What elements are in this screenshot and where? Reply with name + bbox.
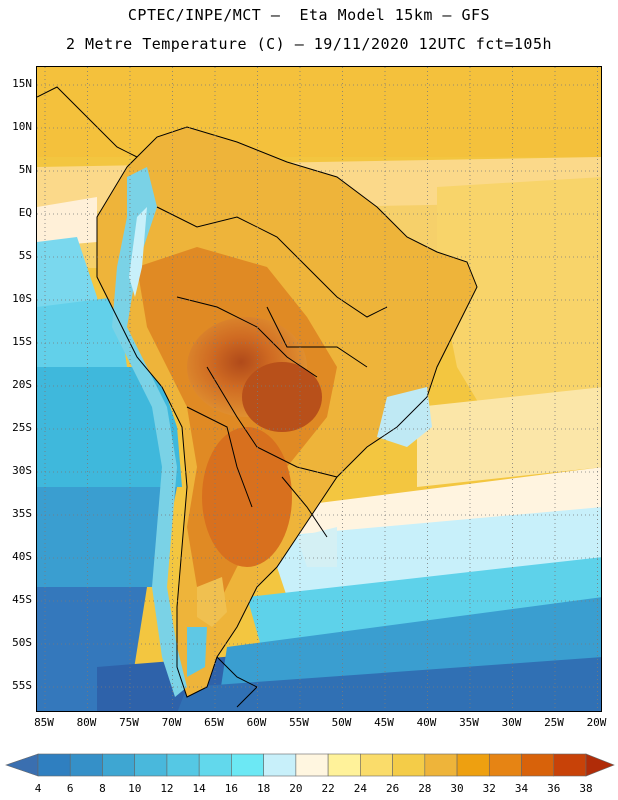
lon-label: 50W [331,716,352,729]
colorbar-swatch [553,753,587,777]
colorbar-label: 36 [547,782,561,795]
colorbar-swatch [521,753,555,777]
political-borders [37,86,478,708]
south-america-land [97,127,477,697]
colorbar-label: 14 [192,782,206,795]
colorbar-label: 22 [321,782,335,795]
lat-label: 35S [12,507,32,520]
colorbar [5,753,615,777]
colorbar-label: 32 [482,782,496,795]
colorbar-label: 16 [224,782,239,795]
colorbar-label: 8 [99,782,106,795]
lon-label: 55W [289,716,309,729]
lat-label: EQ [18,206,32,219]
lat-label: 15N [12,77,32,90]
map-title-line1: CPTEC/INPE/MCT – Eta Model 15km – GFS [127,6,491,24]
lat-label: 15S [12,335,32,348]
lat-label: 5S [18,249,32,262]
colorbar-swatch [360,753,393,777]
colorbar-right-arrow [585,753,615,777]
lon-label: 40W [416,716,437,729]
colorbar-swatch [392,753,426,777]
lon-label: 85W [34,716,54,729]
colorbar-label: 4 [34,782,42,795]
colorbar-label: 12 [160,782,174,795]
colorbar-label: 38 [579,782,593,795]
lat-label: 50S [12,636,32,649]
colorbar-swatch [198,753,232,777]
colorbar-label: 24 [353,782,367,795]
colorbar-label: 28 [418,782,432,795]
lon-label: 30W [501,716,522,729]
lat-label: 40S [12,550,32,563]
colorbar-label: 20 [289,782,303,795]
lon-label: 65W [204,716,224,729]
lon-label: 75W [119,716,139,729]
lon-label: 20W [586,716,607,729]
lat-label: 5N [18,163,32,176]
colorbar-swatch [102,753,136,777]
temperature-field [37,67,601,711]
lon-label: 80W [76,716,97,729]
lon-label: 45W [374,716,394,729]
lat-label: 55S [12,679,32,692]
lon-label: 60W [246,716,267,729]
lat-label: 25S [12,421,32,434]
lat-label: 30S [12,464,32,477]
lat-label: 10S [12,292,32,305]
colorbar-swatch [488,753,522,777]
colorbar-label: 6 [66,782,74,795]
colorbar-swatch [231,753,264,777]
colorbar-swatch [424,753,458,777]
colorbar-swatch [295,753,329,777]
colorbar-left-arrow [5,753,39,777]
lat-label: 20S [12,378,32,391]
colorbar-label: 10 [128,782,142,795]
lat-label: 10N [12,120,32,133]
colorbar-swatch [456,753,490,777]
colorbar-swatch [69,753,103,777]
temperature-map [36,66,602,712]
lon-label: 70W [161,716,182,729]
lat-label: 45S [12,593,32,606]
colorbar-swatch [166,753,200,777]
colorbar-swatch [37,753,71,777]
lon-label: 35W [459,716,479,729]
colorbar-swatch [263,753,297,777]
colorbar-label: 18 [257,782,271,795]
colorbar-label: 26 [385,782,400,795]
colorbar-swatch [327,753,361,777]
lon-label: 25W [544,716,564,729]
map-title-line2: 2 Metre Temperature (C) – 19/11/2020 12U… [65,35,553,53]
colorbar-swatch [134,753,168,777]
colorbar-label: 34 [514,782,529,795]
colorbar-label: 30 [450,782,464,795]
